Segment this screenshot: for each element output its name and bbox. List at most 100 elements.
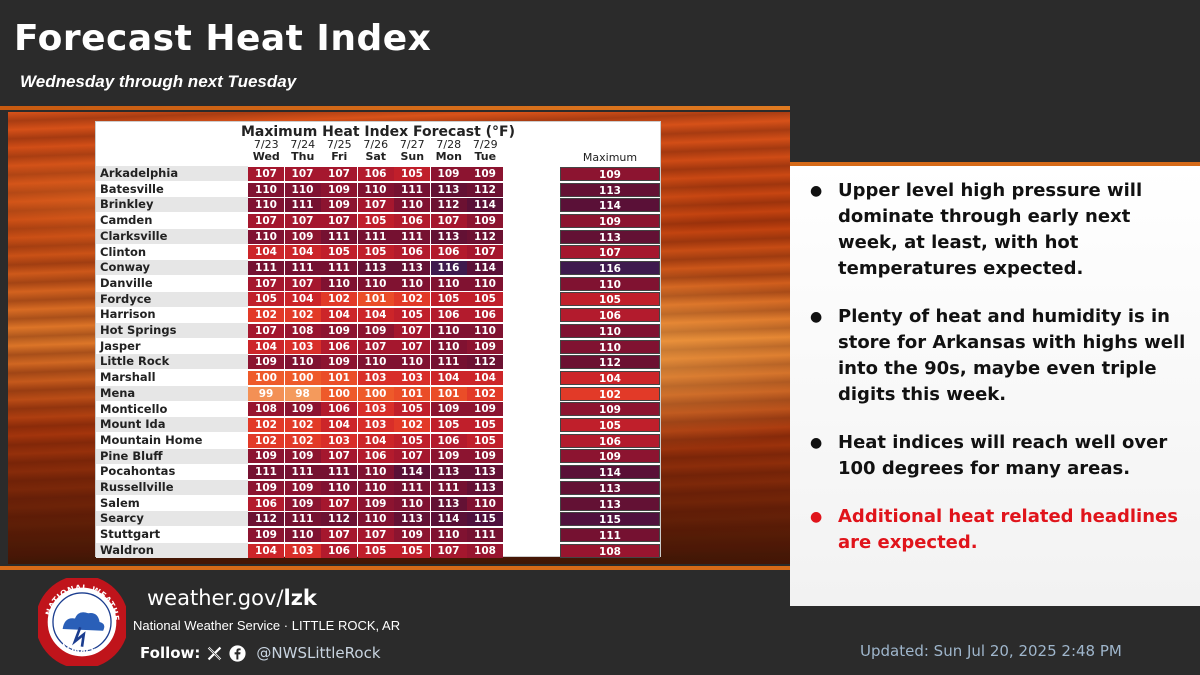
heat-index-cell: 113 [430,496,467,511]
city-label: Salem [100,495,140,510]
heat-index-cell: 113 [467,480,503,495]
heat-index-cell: 109 [467,339,503,354]
city-label: Pocahontas [100,464,176,479]
column-date: 7/27 [399,138,425,151]
heat-index-cell: 106 [248,496,284,511]
city-label: Hot Springs [100,323,177,337]
heat-index-cell: 109 [394,527,430,542]
heat-index-cell: 110 [248,182,284,197]
heat-index-cell: 114 [394,465,430,480]
heat-index-cell: 107 [248,213,284,228]
heat-index-cell: 105 [394,543,430,558]
heat-index-cell: 101 [430,386,467,401]
heat-index-cell: 105 [394,402,430,417]
city-label: Mena [100,385,136,400]
city-label: Mount Ida [100,417,166,432]
heat-index-cell: 104 [248,339,284,354]
heat-index-cell: 110 [357,512,394,527]
heat-index-cell: 109 [430,449,467,464]
max-value-cell: 106 [560,433,660,448]
heat-index-cell: 111 [394,182,430,197]
heat-index-cell: 105 [357,245,394,260]
heat-index-cell: 109 [321,198,357,213]
max-value-cell: 102 [560,386,660,401]
max-value-cell: 111 [560,527,660,542]
heat-index-cell: 104 [357,433,394,448]
heat-index-cell: 110 [467,276,503,291]
column-header: 7/27 Sun [394,139,431,163]
city-label: Russellville [100,480,174,494]
heat-index-cell: 100 [248,370,284,385]
heat-index-cell: 106 [430,433,467,448]
heat-index-cell: 113 [430,229,467,244]
heat-index-cell: 111 [284,465,321,480]
column-date: 7/29 [472,138,498,151]
row-shading [96,480,248,495]
heat-index-cell: 104 [430,370,467,385]
heat-index-cell: 104 [248,245,284,260]
city-label: Little Rock [100,354,170,369]
website-link[interactable]: weather.gov/lzk [147,586,317,610]
heat-index-cell: 111 [467,527,503,542]
city-label: Monticello [100,401,168,416]
heat-index-cell: 112 [430,198,467,213]
heat-index-cell: 105 [248,292,284,307]
column-day: Sun [400,150,425,163]
column-date: 7/25 [326,138,352,151]
heat-index-cell: 109 [467,166,503,181]
max-column-header: Maximum [582,151,638,164]
heat-index-cell: 111 [357,229,394,244]
row-shading [96,197,248,213]
heat-index-cell: 110 [321,276,357,291]
heat-index-cell: 109 [248,355,284,370]
follow-label: Follow: [140,644,201,662]
heat-index-cell: 106 [394,245,430,260]
max-value-cell: 116 [560,261,660,275]
heat-index-cell: 110 [321,480,357,495]
max-value-cell: 110 [560,323,660,338]
heat-index-cell: 102 [248,308,284,323]
row-shading [96,354,248,370]
heat-index-cell: 109 [321,323,357,338]
heat-index-cell: 100 [357,386,394,401]
heat-index-cell: 107 [394,323,430,338]
column-day: Tue [474,150,497,163]
heat-index-cell: 109 [284,449,321,464]
accent-stripe-right [790,162,1200,166]
heat-index-cell: 111 [284,512,321,527]
heat-index-cell: 113 [467,465,503,480]
heat-index-cell: 110 [357,355,394,370]
heat-index-cell: 109 [467,213,503,228]
heat-index-cell: 110 [394,198,430,213]
max-value-cell: 104 [560,370,660,385]
max-value-cell: 114 [560,198,660,213]
table-title: Maximum Heat Index Forecast (°F) [240,124,516,140]
row-shading [96,542,248,558]
heat-index-cell: 107 [394,339,430,354]
facebook-icon[interactable] [229,644,246,662]
heat-index-cell: 103 [357,402,394,417]
heat-index-cell: 103 [394,370,430,385]
social-handle[interactable]: @NWSLittleRock [256,644,381,662]
heat-index-cell: 113 [357,261,394,275]
heat-index-cell: 108 [248,402,284,417]
heat-index-cell: 112 [321,512,357,527]
max-value-cell: 112 [560,355,660,370]
heat-index-cell: 102 [321,292,357,307]
row-shading [96,323,248,338]
heat-index-cell: 103 [284,339,321,354]
heat-index-cell: 102 [467,386,503,401]
max-value-cell: 105 [560,418,660,432]
heat-index-cell: 102 [284,433,321,448]
bullet-item: Upper level high pressure will dominate … [808,178,1188,282]
heat-index-cell: 104 [321,308,357,323]
city-label: Danville [100,275,153,290]
heat-index-cell: 113 [430,182,467,197]
x-icon[interactable] [206,645,223,662]
column-day: Wed [252,150,280,163]
heat-index-cell: 110 [248,229,284,244]
row-shading [96,260,248,276]
heat-index-cell: 113 [394,261,430,275]
heat-index-cell: 113 [430,465,467,480]
page-subtitle: Wednesday through next Tuesday [20,72,297,91]
